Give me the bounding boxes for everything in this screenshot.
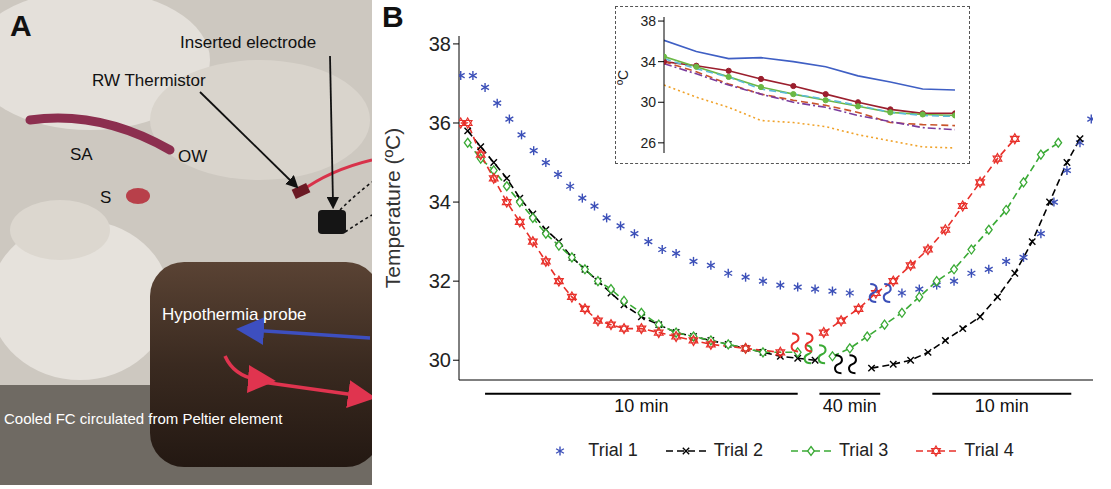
svg-text:26: 26 bbox=[640, 135, 656, 151]
svg-text:A: A bbox=[10, 9, 32, 42]
svg-text:Inserted electrode: Inserted electrode bbox=[180, 33, 316, 52]
svg-text:10 min: 10 min bbox=[614, 396, 668, 416]
svg-text:ºC: ºC bbox=[616, 70, 631, 85]
svg-text:S: S bbox=[100, 188, 111, 207]
html-text:Temperature (ºC): Temperature (ºC) bbox=[381, 127, 404, 289]
svg-text:OW: OW bbox=[178, 147, 207, 166]
svg-text:38: 38 bbox=[429, 33, 451, 55]
svg-text:40 min: 40 min bbox=[823, 396, 877, 416]
html-text:Trial 2: Trial 2 bbox=[713, 440, 763, 460]
svg-text:34: 34 bbox=[429, 191, 451, 213]
html-text:Trial 4: Trial 4 bbox=[964, 440, 1014, 460]
html-text:Trial 1: Trial 1 bbox=[588, 440, 638, 460]
svg-text:36: 36 bbox=[429, 112, 451, 134]
svg-text:Hypothermia probe: Hypothermia probe bbox=[162, 305, 307, 324]
svg-text:RW Thermistor: RW Thermistor bbox=[92, 71, 206, 90]
svg-text:10 min: 10 min bbox=[975, 396, 1029, 416]
svg-text:30: 30 bbox=[640, 94, 656, 110]
svg-text:32: 32 bbox=[429, 270, 451, 292]
svg-text:SA: SA bbox=[70, 145, 93, 164]
svg-text:34: 34 bbox=[640, 54, 656, 70]
html-text:Trial 3: Trial 3 bbox=[839, 440, 889, 460]
svg-text:Cooled FC circulated from Pelt: Cooled FC circulated from Peltier elemen… bbox=[4, 410, 283, 427]
svg-text:38: 38 bbox=[640, 13, 656, 29]
svg-text:30: 30 bbox=[429, 349, 451, 371]
html-text:B: B bbox=[382, 0, 404, 33]
